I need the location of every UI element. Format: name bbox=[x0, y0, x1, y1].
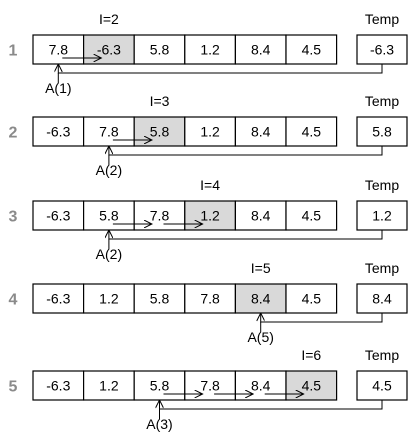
row-number: 1 bbox=[9, 43, 18, 60]
array-cell-value: 4.5 bbox=[302, 291, 322, 307]
array-cell bbox=[82, 34, 135, 65]
temp-value: -6.3 bbox=[370, 42, 394, 58]
array-cell-value: 7.8 bbox=[200, 291, 220, 307]
array-cell-value: 8.4 bbox=[251, 208, 271, 224]
insert-return-arrow bbox=[58, 64, 383, 74]
array-cell bbox=[234, 370, 287, 401]
array-cell bbox=[285, 283, 338, 314]
i-label: I=4 bbox=[200, 177, 220, 193]
i-label: I=6 bbox=[301, 347, 321, 363]
array-cell bbox=[32, 283, 85, 314]
array-cell bbox=[32, 370, 85, 401]
array-cell-value: 8.4 bbox=[251, 42, 271, 58]
array-cell-value: 5.8 bbox=[99, 208, 119, 224]
row-number: 2 bbox=[9, 125, 18, 142]
array-cell-value: -6.3 bbox=[46, 378, 70, 394]
array-cell-value: 7.8 bbox=[150, 208, 170, 224]
array-cell bbox=[184, 116, 237, 147]
array-cell-value: 4.5 bbox=[302, 124, 322, 140]
temp-value: 4.5 bbox=[372, 378, 392, 394]
pointer-label: A(2) bbox=[96, 162, 122, 178]
array-cell bbox=[234, 34, 287, 65]
temp-box bbox=[356, 116, 408, 147]
array-cell-value: 8.4 bbox=[251, 378, 271, 394]
array-cell-value: 1.2 bbox=[200, 208, 220, 224]
temp-label: Temp bbox=[365, 347, 399, 363]
step-row-5: 5 -6.3 1.2 5.8 7.8 8.4 4.5 I=6 Temp 4.5 A(3) bbox=[9, 347, 408, 432]
array-cell bbox=[285, 116, 338, 147]
insert-return-arrow bbox=[261, 313, 383, 323]
temp-value: 5.8 bbox=[372, 124, 392, 140]
step-row-2: 2 -6.3 7.8 5.8 1.2 8.4 4.5 I=3 Temp 5.8 A(2) bbox=[9, 93, 408, 178]
array-cell-value: 8.4 bbox=[251, 124, 271, 140]
insert-return-arrow bbox=[160, 400, 383, 410]
temp-value: 8.4 bbox=[372, 291, 392, 307]
row-number: 4 bbox=[9, 292, 18, 309]
temp-value: 1.2 bbox=[372, 208, 392, 224]
array-cell bbox=[184, 370, 237, 401]
insert-return-arrow bbox=[109, 230, 383, 240]
array-cell-value: 4.5 bbox=[302, 378, 322, 394]
temp-label: Temp bbox=[365, 177, 399, 193]
array-cell bbox=[285, 370, 338, 401]
array-cell bbox=[32, 116, 85, 147]
array-cell bbox=[285, 200, 338, 231]
array-cell-value: 7.8 bbox=[49, 42, 69, 58]
array-cell-value: 1.2 bbox=[200, 124, 220, 140]
array-cell bbox=[184, 200, 237, 231]
temp-box bbox=[356, 370, 408, 401]
array-cell-value: 5.8 bbox=[150, 124, 170, 140]
array-cell bbox=[234, 200, 287, 231]
array-cell bbox=[82, 370, 135, 401]
array-cell-value: -6.3 bbox=[97, 42, 121, 58]
array-cell bbox=[133, 116, 186, 147]
pointer-label: A(2) bbox=[96, 246, 122, 262]
i-label: I=5 bbox=[251, 260, 271, 276]
array-cell-value: 1.2 bbox=[99, 291, 119, 307]
pointer-label: A(3) bbox=[146, 416, 172, 432]
temp-label: Temp bbox=[365, 11, 399, 27]
array-cell-value: 8.4 bbox=[251, 291, 271, 307]
temp-box bbox=[356, 283, 408, 314]
array-cell-value: 5.8 bbox=[150, 42, 170, 58]
array-cell-value: 1.2 bbox=[99, 378, 119, 394]
temp-label: Temp bbox=[365, 260, 399, 276]
array-cell bbox=[133, 34, 186, 65]
array-cell-value: -6.3 bbox=[46, 291, 70, 307]
pointer-label: A(5) bbox=[247, 329, 273, 345]
row-number: 3 bbox=[9, 209, 18, 226]
row-number: 5 bbox=[9, 379, 18, 396]
i-label: I=3 bbox=[150, 93, 170, 109]
step-row-3: 3 -6.3 5.8 7.8 1.2 8.4 4.5 I=4 Temp 1.2 A(2) bbox=[9, 177, 408, 262]
array-cell bbox=[234, 116, 287, 147]
array-cell bbox=[133, 283, 186, 314]
array-cell bbox=[32, 34, 85, 65]
array-cell-value: 7.8 bbox=[99, 124, 119, 140]
array-cell-value: 5.8 bbox=[150, 291, 170, 307]
array-cell-value: 5.8 bbox=[150, 378, 170, 394]
array-cell bbox=[285, 34, 338, 65]
array-cell-value: -6.3 bbox=[46, 124, 70, 140]
array-cell-value: 4.5 bbox=[302, 42, 322, 58]
array-cell bbox=[184, 283, 237, 314]
step-row-4: 4 -6.3 1.2 5.8 7.8 8.4 4.5 I=5 Temp 8.4 A(5) bbox=[9, 260, 408, 345]
array-cell-value: -6.3 bbox=[46, 208, 70, 224]
insert-return-arrow bbox=[109, 146, 383, 156]
step-row-1: 1 7.8 -6.3 5.8 1.2 8.4 4.5 I=2 Temp -6.3 A(1) bbox=[9, 11, 408, 96]
array-cell-value: 1.2 bbox=[200, 42, 220, 58]
temp-label: Temp bbox=[365, 93, 399, 109]
array-cell bbox=[82, 283, 135, 314]
array-cell-value: 4.5 bbox=[302, 208, 322, 224]
array-cell-value: 7.8 bbox=[200, 378, 220, 394]
pointer-label: A(1) bbox=[45, 80, 71, 96]
i-label: I=2 bbox=[99, 11, 119, 27]
